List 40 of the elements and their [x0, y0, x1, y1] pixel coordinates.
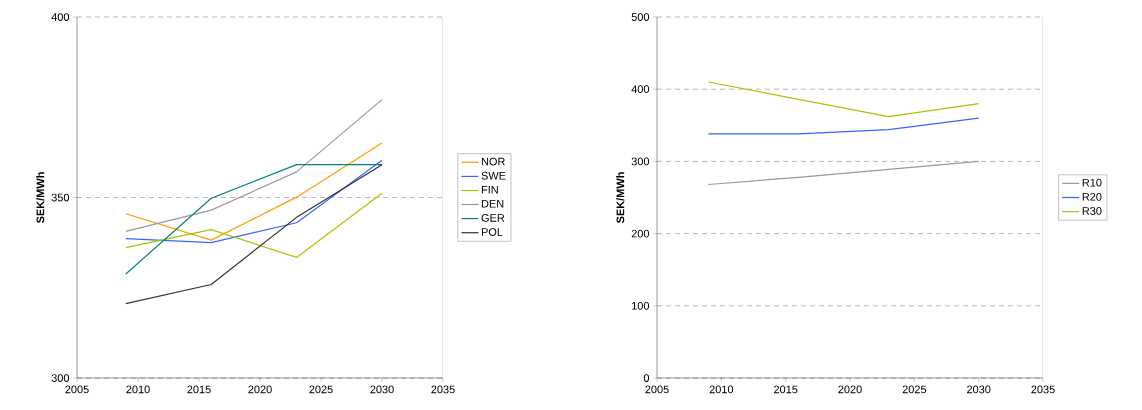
x-tick-label: 2030: [370, 385, 394, 394]
line-series: [125, 142, 383, 241]
y-tick-label: 0: [643, 374, 650, 382]
x-tick-label: 2020: [248, 385, 272, 394]
x-tick-label: 2010: [709, 385, 734, 394]
legend-label: GER: [481, 214, 505, 222]
legend-label: NOR: [481, 157, 505, 166]
line-series: [125, 164, 383, 305]
line-series: [125, 159, 383, 244]
legend-label: SWE: [481, 171, 506, 180]
x-tick-label: 2025: [309, 385, 333, 394]
x-tick-label: 2015: [187, 385, 211, 394]
y-tick-label: 500: [631, 13, 650, 21]
legend-label: R10: [1082, 178, 1102, 187]
line-series: [125, 99, 383, 233]
y-tick-label: 350: [51, 193, 70, 202]
y-tick-label: 200: [631, 229, 650, 238]
y-tick-label: 300: [51, 374, 70, 382]
legend-label: DEN: [481, 200, 504, 208]
x-tick-label: 2005: [65, 385, 89, 394]
x-tick-label: 2010: [126, 385, 150, 394]
x-tick-label: 2005: [645, 385, 669, 394]
legend-label: R30: [1082, 207, 1102, 215]
legend-label: POL: [481, 228, 503, 236]
x-tick-label: 2035: [431, 385, 455, 394]
y-tick-label: 100: [632, 301, 650, 310]
x-tick-label: 2030: [967, 385, 991, 394]
x-tick-label: 2020: [838, 385, 862, 394]
x-tick-label: 2025: [902, 385, 927, 394]
legend-label: FIN: [481, 185, 498, 194]
y-tick-label: 400: [631, 85, 650, 94]
y-tick-label: 300: [631, 157, 650, 166]
y-axis-title: SEK/MWh: [36, 172, 45, 224]
x-tick-label: 2035: [1031, 385, 1055, 394]
x-tick-label: 2015: [774, 385, 798, 394]
y-axis-title: SEK/MWh: [616, 172, 625, 224]
line-series: [125, 192, 383, 259]
y-tick-label: 400: [51, 13, 70, 21]
line-series: [707, 160, 980, 186]
legend-label: R20: [1082, 192, 1102, 201]
